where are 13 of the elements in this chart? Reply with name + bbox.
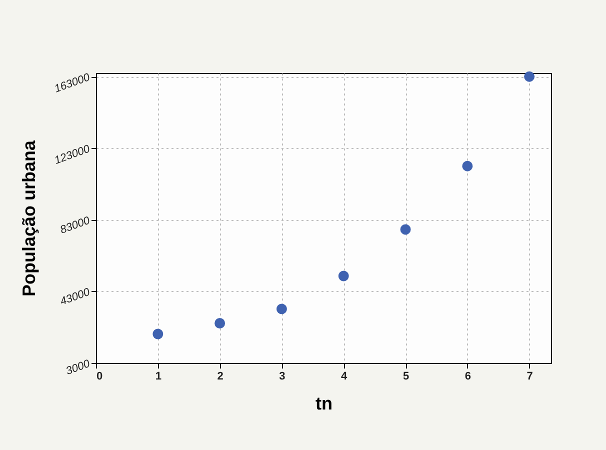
x-tick-label: 7 <box>526 370 533 382</box>
y-tick-label: 3000 <box>64 358 92 378</box>
y-axis-title: População urbana <box>18 140 39 297</box>
x-tick-label: 0 <box>96 370 103 382</box>
y-tick-label: 83000 <box>58 214 92 236</box>
x-axis-title: tn <box>316 394 332 414</box>
y-tick-label: 43000 <box>58 286 92 308</box>
x-tick-label: 6 <box>464 370 471 382</box>
x-tick-label: 3 <box>279 370 286 382</box>
x-tick-label: 4 <box>341 370 348 382</box>
x-tick-label: 2 <box>217 370 224 382</box>
x-tick-label: 5 <box>402 370 410 382</box>
x-tick-label: 1 <box>155 370 162 382</box>
